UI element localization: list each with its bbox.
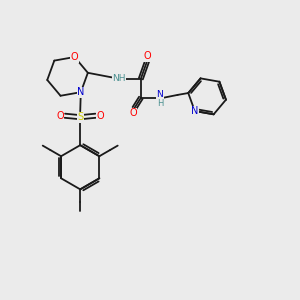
Text: H: H <box>157 99 163 108</box>
Text: O: O <box>129 108 137 118</box>
Text: N: N <box>191 106 199 116</box>
Text: O: O <box>56 111 64 121</box>
Text: NH: NH <box>112 74 125 83</box>
Text: O: O <box>96 111 104 121</box>
Text: O: O <box>71 52 78 62</box>
Text: N: N <box>157 90 164 99</box>
Text: S: S <box>77 112 83 122</box>
Text: N: N <box>77 87 85 97</box>
Text: O: O <box>143 51 151 61</box>
